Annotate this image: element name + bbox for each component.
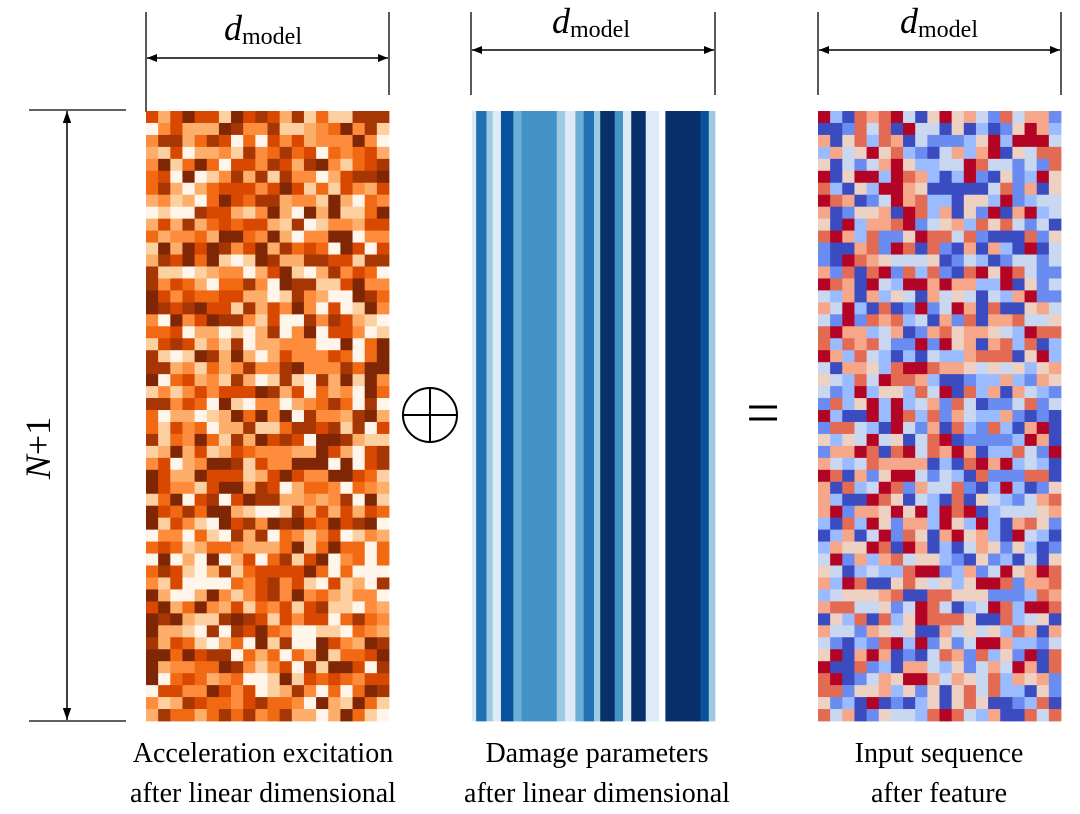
dmodel-label-2: dmodel (552, 1, 630, 43)
caption-input-line2: after feature (871, 778, 1007, 809)
input-sequence-heatmap (818, 111, 1062, 722)
equals-sign: = (746, 380, 780, 446)
caption-input-line1: Input sequence (854, 738, 1024, 769)
direct-sum-operator (402, 387, 458, 443)
n-plus-1-dimension: N+1 (18, 109, 126, 722)
caption-acceleration-line2: after linear dimensional (130, 778, 396, 809)
caption-damage-line2: after linear dimensional (464, 778, 730, 809)
acceleration-heatmap (146, 111, 390, 722)
dmodel-dimension-3: dmodel (817, 1, 1062, 95)
dmodel-label-1: dmodel (224, 8, 302, 50)
caption-damage: Damage parameters after linear dimension… (437, 734, 757, 814)
caption-damage-line1: Damage parameters (485, 738, 709, 769)
damage-parameter-heatmap (472, 111, 716, 722)
caption-acceleration-line1: Acceleration excitation (132, 738, 394, 769)
dmodel-dimension-1: dmodel (145, 8, 390, 112)
dmodel-dimension-2: dmodel (470, 1, 716, 95)
caption-input: Input sequence after feature (779, 734, 1080, 814)
n-plus-1-label: N+1 (18, 417, 58, 480)
dmodel-label-3: dmodel (900, 1, 978, 43)
caption-acceleration: Acceleration excitation after linear dim… (103, 734, 423, 814)
